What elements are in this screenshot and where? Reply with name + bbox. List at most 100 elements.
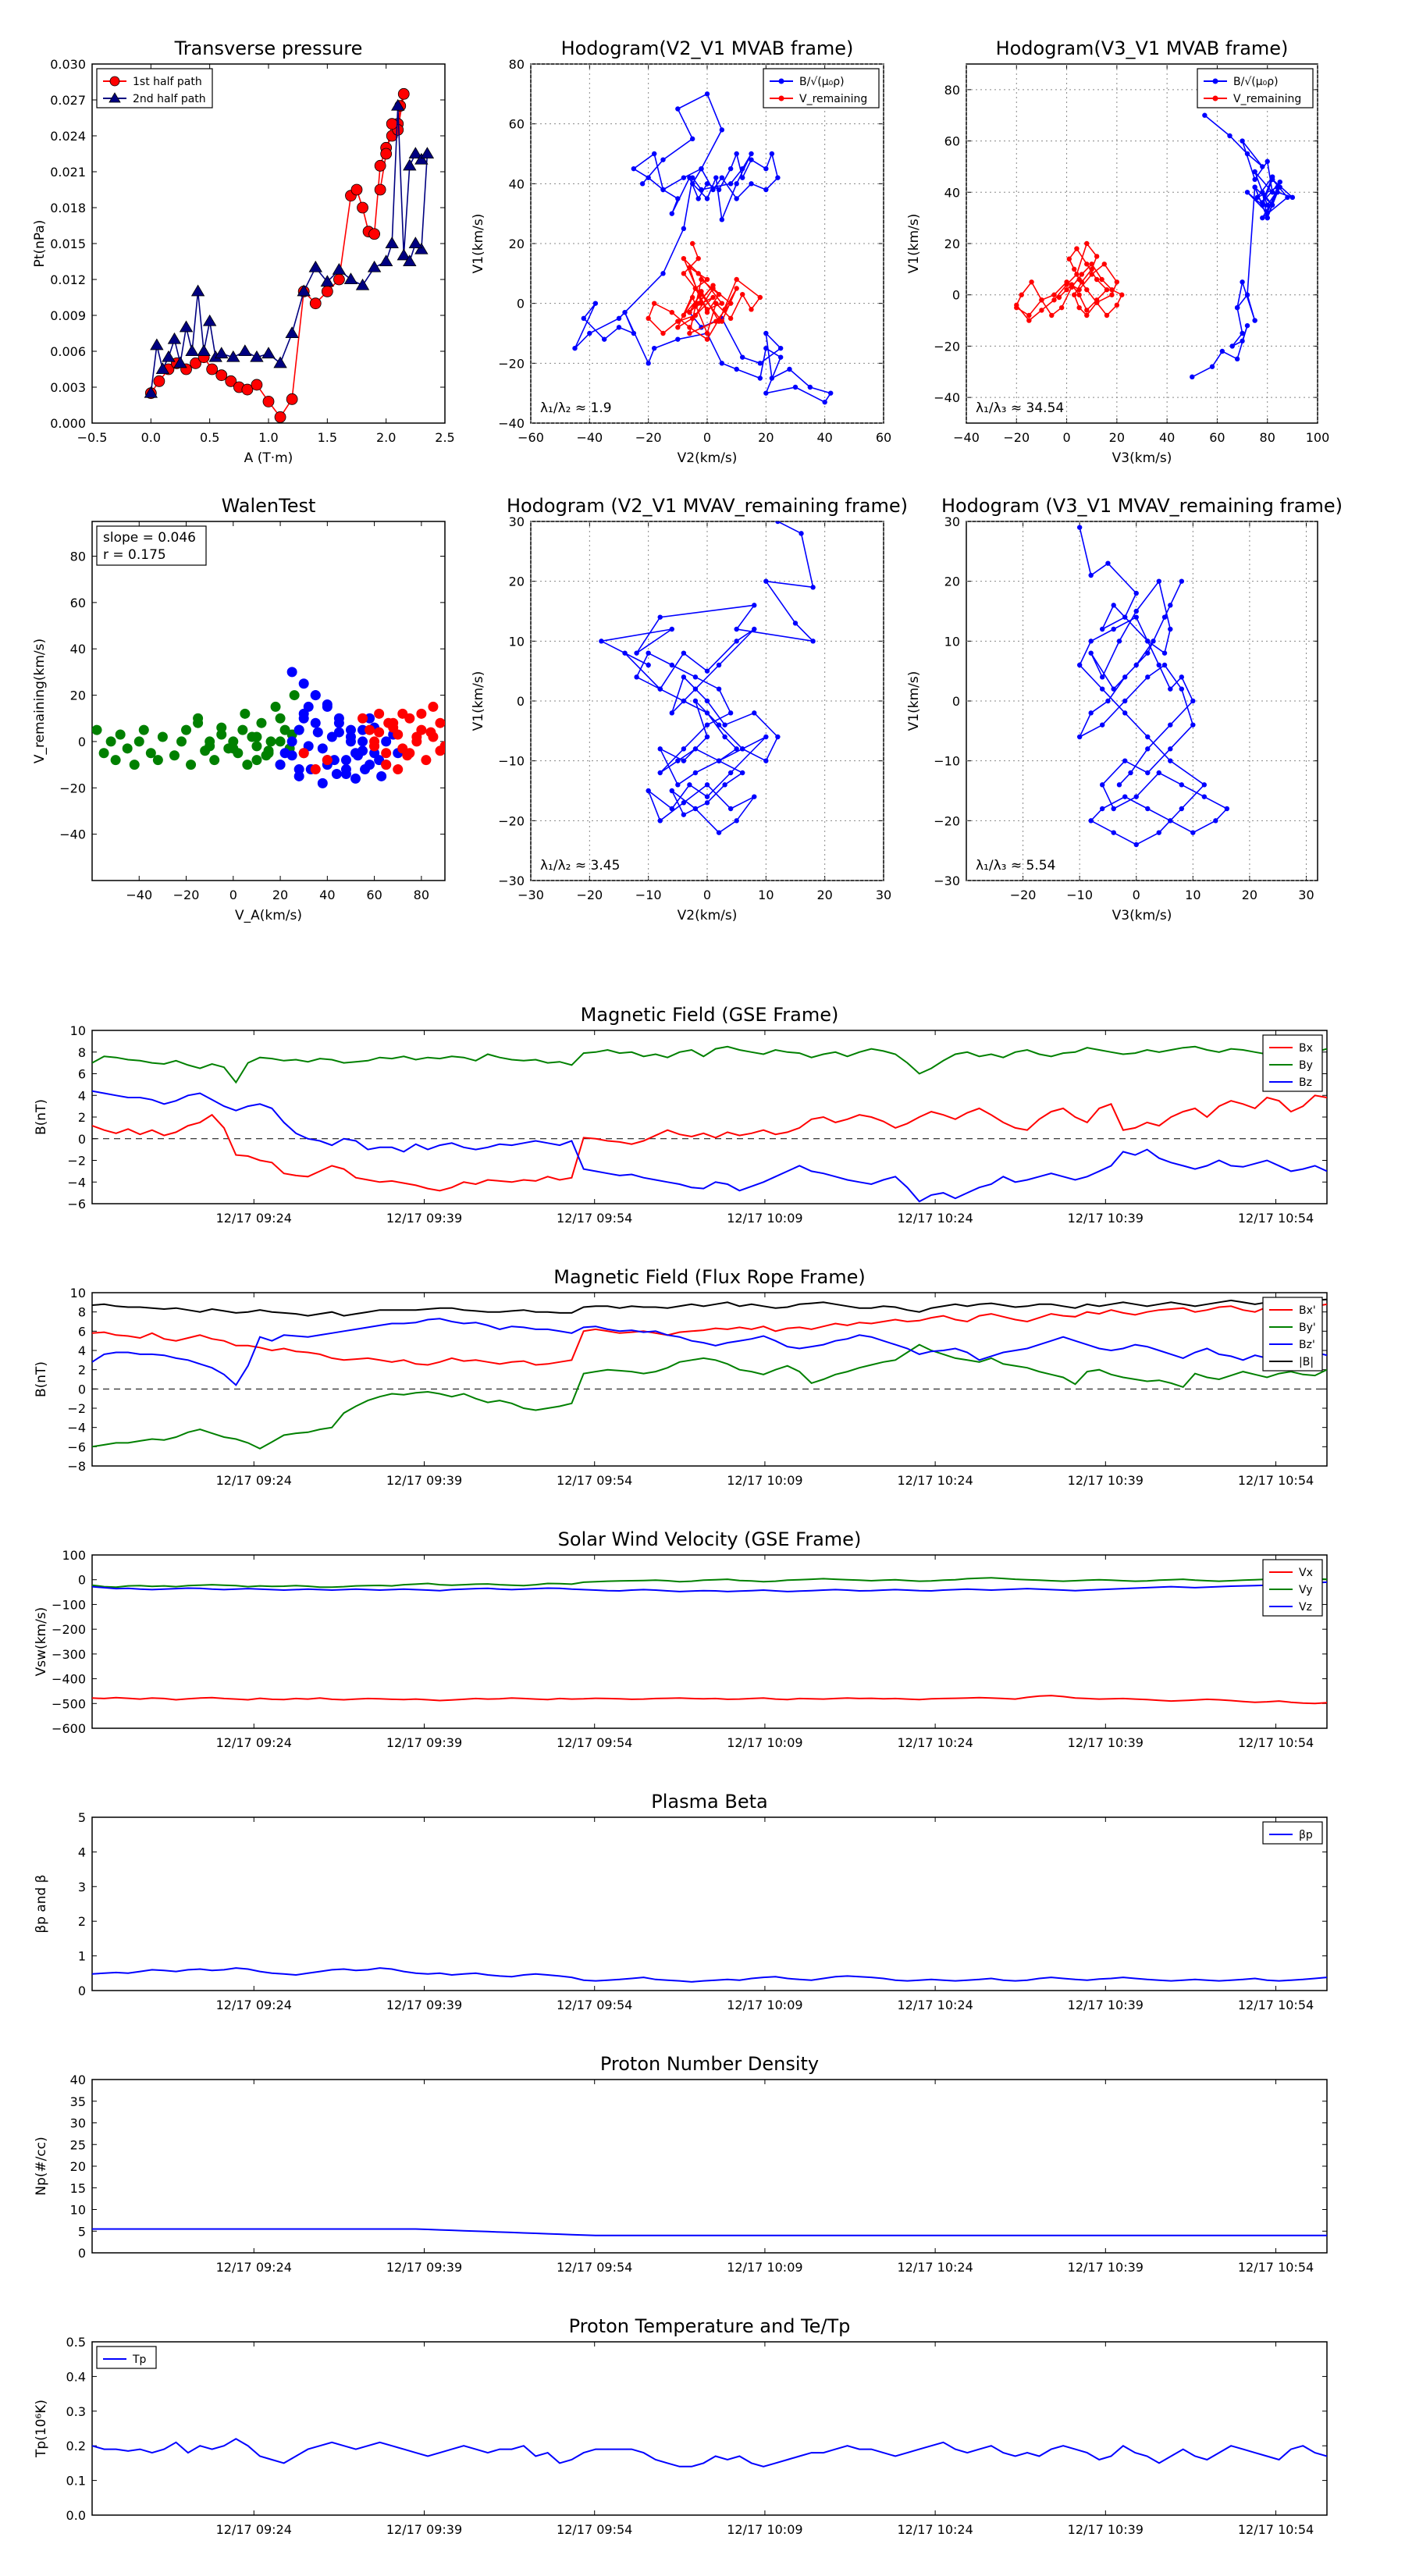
y-tick-label: 0 xyxy=(78,2246,86,2261)
data-point xyxy=(1252,318,1257,323)
data-point xyxy=(660,330,666,336)
chart-title: Proton Number Density xyxy=(600,2053,819,2075)
data-point xyxy=(169,750,180,761)
legend-label: By xyxy=(1299,1059,1313,1072)
data-point xyxy=(256,717,267,728)
y-tick-label: −200 xyxy=(52,1622,86,1637)
data-point xyxy=(1094,297,1100,303)
proton-number-density: Proton Number Density 0 5 10 15 20 25 30 35 40 12/… xyxy=(34,2053,1328,2275)
data-point xyxy=(206,363,219,375)
series-line xyxy=(92,1967,1327,1983)
y-tick-label: 40 xyxy=(944,185,960,200)
data-point xyxy=(1119,292,1125,297)
data-point xyxy=(173,356,187,368)
series-line xyxy=(92,1090,1327,1203)
data-point xyxy=(1094,254,1100,259)
data-point xyxy=(1039,308,1044,313)
legend-marker xyxy=(109,76,120,87)
y-axis-label: Pt(nPa) xyxy=(32,220,48,268)
data-point xyxy=(428,701,439,712)
y-axis-label: V_remaining(km/s) xyxy=(32,639,48,763)
data-point xyxy=(687,309,692,315)
plot-area xyxy=(92,667,445,788)
data-point xyxy=(740,175,745,180)
data-point xyxy=(1076,525,1083,530)
data-point xyxy=(1179,674,1185,680)
y-tick-label: 1 xyxy=(78,1949,86,1964)
data-point xyxy=(657,770,663,776)
data-point xyxy=(1145,770,1151,776)
x-tick-label: −60 xyxy=(518,430,544,445)
data-point xyxy=(1039,297,1044,303)
data-point xyxy=(1105,698,1111,704)
data-point xyxy=(1168,722,1173,728)
data-point xyxy=(681,698,687,704)
data-point xyxy=(592,301,599,306)
data-point xyxy=(763,330,769,336)
data-point xyxy=(1145,639,1151,644)
data-point xyxy=(425,727,436,738)
y-tick-label: 0.030 xyxy=(50,57,86,72)
data-point xyxy=(374,708,385,719)
y-tick-label: 80 xyxy=(509,57,525,72)
data-point xyxy=(408,237,423,249)
data-point xyxy=(309,297,322,310)
y-tick-label: 20 xyxy=(70,2159,86,2174)
data-point xyxy=(646,361,651,366)
data-point xyxy=(333,727,344,738)
data-point xyxy=(251,741,262,752)
y-tick-label: 40 xyxy=(70,2073,86,2087)
y-tick-label: 6 xyxy=(78,1067,86,1082)
data-point xyxy=(689,240,695,247)
x-tick-label: 0 xyxy=(703,430,711,445)
data-point xyxy=(1084,240,1090,247)
y-tick-label: 20 xyxy=(509,575,525,589)
plot-area xyxy=(92,1967,1327,1983)
data-point xyxy=(1051,292,1057,297)
legend-marker xyxy=(1212,78,1218,84)
data-point xyxy=(408,147,423,159)
plot-frame xyxy=(91,1292,1328,1467)
x-tick-label: 20 xyxy=(816,888,832,902)
data-point xyxy=(692,698,699,704)
y-tick-label: 0.3 xyxy=(66,2404,86,2419)
data-point xyxy=(286,667,297,678)
data-point xyxy=(727,710,734,716)
y-tick-label: 2 xyxy=(78,1914,86,1929)
data-point xyxy=(704,309,710,315)
x-tick-label: 12/17 09:24 xyxy=(216,1735,292,1750)
data-point xyxy=(792,621,799,626)
series-blue xyxy=(599,521,816,835)
data-point xyxy=(727,315,734,322)
y-tick-label: 10 xyxy=(70,2203,86,2218)
stats-box xyxy=(96,525,207,566)
data-point xyxy=(1084,262,1090,267)
data-point xyxy=(1190,374,1195,380)
data-point xyxy=(692,686,699,692)
legend-label: B/√(μ₀ρ) xyxy=(1233,76,1279,88)
data-point xyxy=(1114,279,1120,285)
data-point xyxy=(722,722,727,728)
data-point xyxy=(740,770,745,776)
data-point xyxy=(275,760,286,770)
data-point xyxy=(1275,190,1280,195)
data-point xyxy=(704,722,710,728)
data-point xyxy=(740,746,745,752)
x-tick-label: 10 xyxy=(1185,888,1200,902)
chart-title: WalenTest xyxy=(222,495,316,517)
y-tick-label: 10 xyxy=(70,1023,86,1038)
x-tick-label: 30 xyxy=(876,888,891,902)
chart-title: Magnetic Field (GSE Frame) xyxy=(581,1004,839,1026)
data-point xyxy=(681,175,687,180)
x-tick-label: 12/17 09:24 xyxy=(216,2522,292,2537)
data-point xyxy=(1099,276,1104,283)
y-tick-label: −600 xyxy=(52,1721,86,1736)
x-tick-label: 12/17 10:09 xyxy=(727,2522,802,2537)
data-point xyxy=(167,332,182,344)
y-tick-label: 0.2 xyxy=(66,2439,86,2453)
data-point xyxy=(634,674,639,680)
data-point xyxy=(1264,210,1270,215)
data-point xyxy=(435,717,445,728)
data-point xyxy=(689,136,695,142)
data-point xyxy=(689,181,695,187)
